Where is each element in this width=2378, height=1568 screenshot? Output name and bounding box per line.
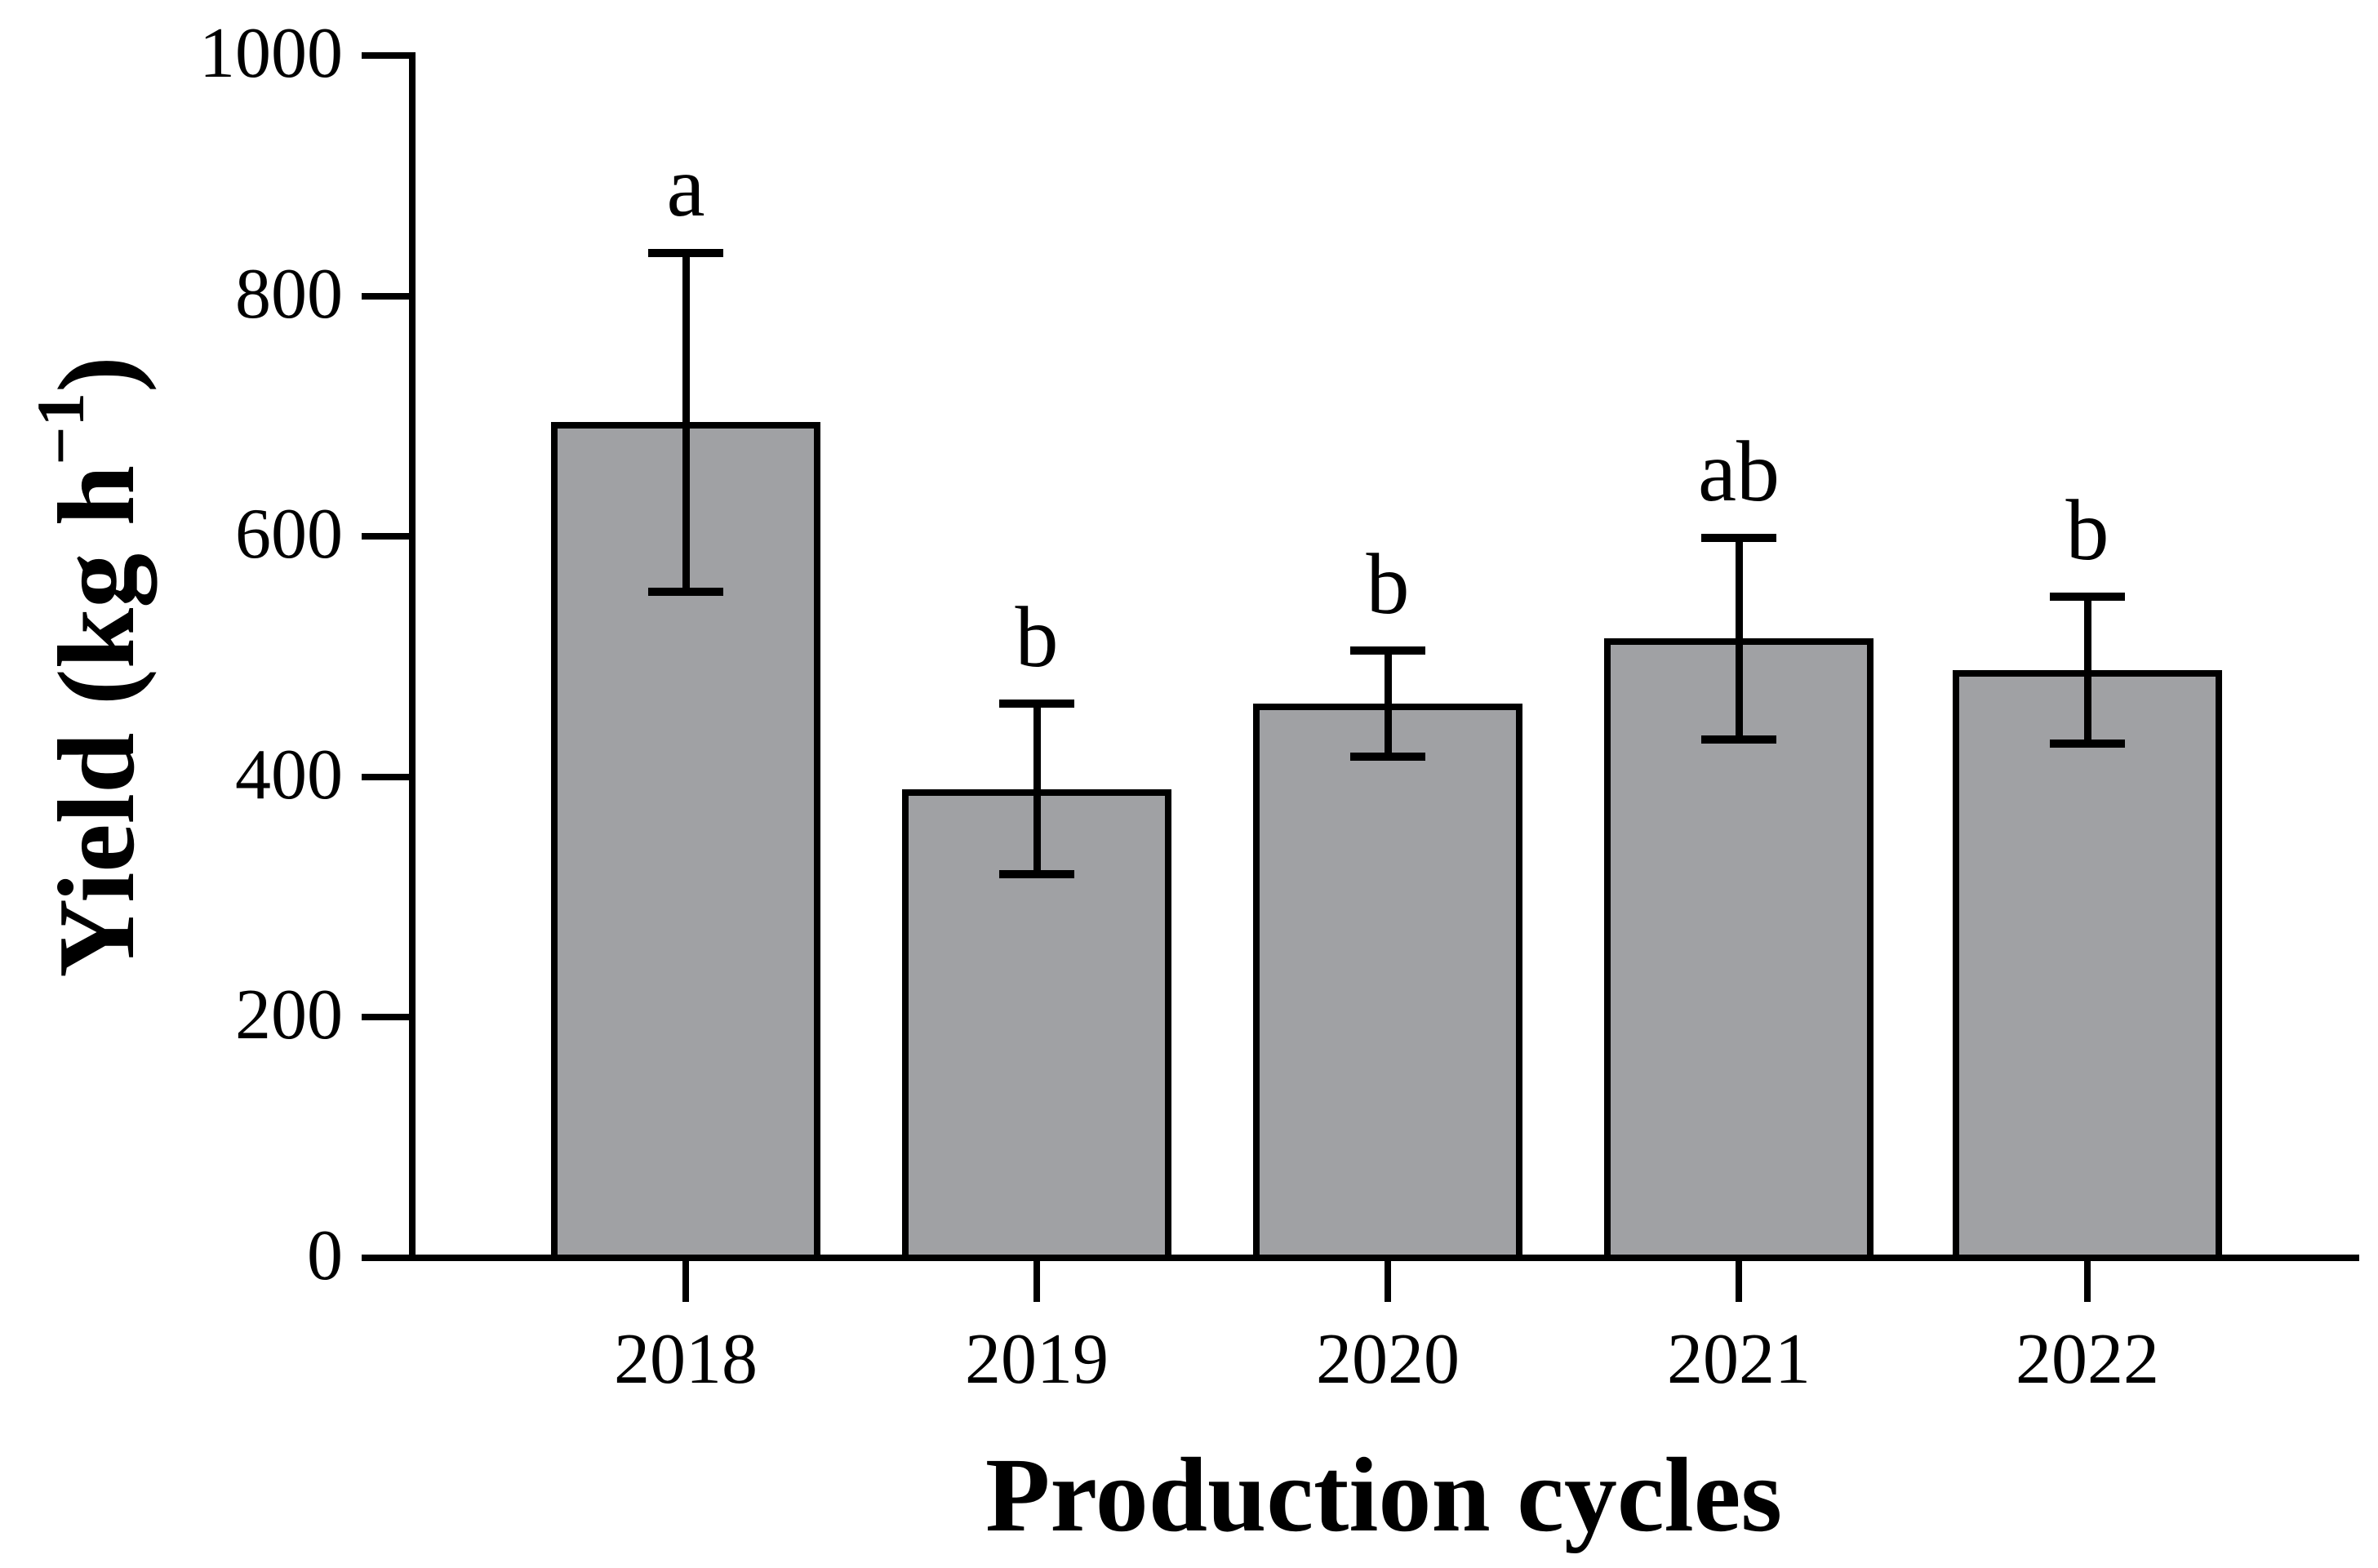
y-tick-mark xyxy=(362,292,409,300)
error-bar-cap-bottom xyxy=(2050,739,2125,748)
x-tick-mark xyxy=(1033,1261,1040,1302)
y-tick-mark xyxy=(362,1014,409,1021)
y-tick-label: 600 xyxy=(235,495,343,575)
y-tick-mark xyxy=(362,1255,409,1261)
x-tick-label-2018: 2018 xyxy=(614,1320,758,1399)
error-bar-stem-inner xyxy=(1033,788,1041,875)
bar-2020 xyxy=(1253,703,1522,1261)
y-tick-label: 200 xyxy=(235,975,343,1055)
y-axis-title-close-paren: ) xyxy=(36,356,157,393)
y-tick-mark xyxy=(362,52,409,59)
error-bar-cap-top xyxy=(648,248,723,257)
y-axis-line xyxy=(409,52,416,1261)
error-bar-stem-inner xyxy=(1735,638,1743,740)
error-bar-stem-inner xyxy=(2083,669,2091,744)
y-tick-mark xyxy=(362,773,409,780)
y-tick-label: 400 xyxy=(235,735,343,815)
x-tick-mark xyxy=(1736,1261,1742,1302)
error-bar-cap-top xyxy=(999,699,1074,708)
error-bar-cap-bottom xyxy=(1350,752,1425,761)
x-tick-label-2020: 2020 xyxy=(1316,1320,1460,1399)
significance-letter-2022: b xyxy=(2065,482,2109,578)
bar-2019 xyxy=(902,788,1171,1261)
x-axis-title: Production cycles xyxy=(985,1437,1783,1554)
x-tick-mark xyxy=(2084,1261,2091,1302)
x-tick-mark xyxy=(682,1261,689,1302)
significance-letter-2021: ab xyxy=(1697,423,1780,519)
y-tick-label: 800 xyxy=(235,254,343,334)
y-tick-label: 0 xyxy=(307,1216,343,1296)
bar-2022 xyxy=(1953,669,2222,1261)
error-bar-cap-top xyxy=(2050,592,2125,601)
error-bar-cap-top xyxy=(1350,646,1425,655)
error-bar-cap-bottom xyxy=(1701,735,1776,744)
error-bar-stem xyxy=(1384,651,1392,757)
bar-2018 xyxy=(551,422,820,1261)
y-tick-mark xyxy=(362,533,409,540)
error-bar-cap-bottom xyxy=(648,587,723,596)
y-axis-title-main: Yield (kg h xyxy=(36,464,157,978)
x-tick-label-2019: 2019 xyxy=(965,1320,1109,1399)
significance-letter-2019: b xyxy=(1015,589,1059,685)
x-tick-mark xyxy=(1385,1261,1391,1302)
x-tick-label-2022: 2022 xyxy=(2016,1320,2159,1399)
error-bar-stem-inner xyxy=(1384,703,1392,757)
y-tick-label: 1000 xyxy=(199,14,343,94)
significance-letter-2018: a xyxy=(666,138,705,234)
error-bar-cap-bottom xyxy=(999,870,1074,879)
x-tick-label-2021: 2021 xyxy=(1667,1320,1811,1399)
y-axis-title-superscript: −1 xyxy=(23,392,99,465)
significance-letter-2020: b xyxy=(1366,536,1410,633)
error-bar-stem-inner xyxy=(682,422,690,592)
error-bar-cap-top xyxy=(1701,533,1776,542)
y-axis-title: Yield (kg h−1) xyxy=(23,356,159,978)
